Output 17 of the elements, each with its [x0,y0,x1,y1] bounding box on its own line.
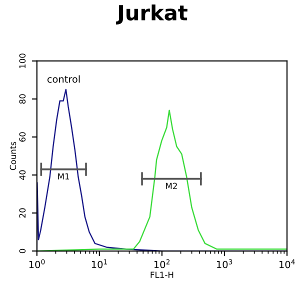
series-label: M2 [166,182,177,189]
y-tick-label: 40 [19,170,26,180]
x-tick-label: 10$^{2}$ [154,259,170,268]
y-axis-title: Counts [10,142,16,170]
x-tick-label: 10$^{1}$ [92,259,108,268]
y-tick-label: 60 [19,132,26,142]
y-tick-label: 100 [19,54,26,68]
chart-title: Jurkat [116,4,188,24]
x-axis-title: FL1-H [150,272,174,278]
y-tick-label: 80 [19,94,26,104]
x-tick-label: 10$^{4}$ [280,259,295,268]
annotation: control [47,75,80,83]
y-tick-label: 20 [19,208,26,218]
series-label: M1 [58,173,70,180]
x-tick-label: 10$^{0}$ [29,259,45,268]
y-tick-label: 0 [19,248,26,254]
x-tick-label: 10$^{3}$ [216,259,232,268]
